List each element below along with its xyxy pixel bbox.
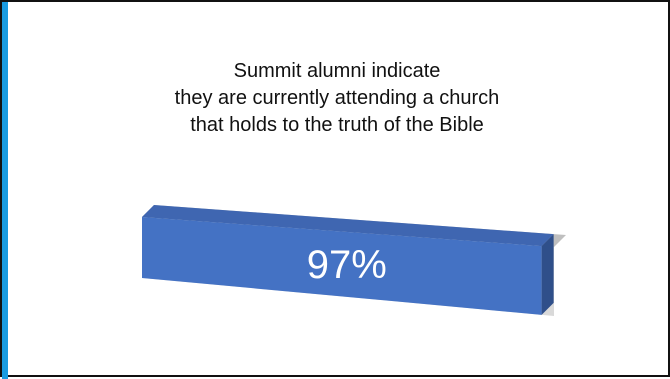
bar-end-face: [541, 234, 554, 315]
slide-accent-bar: [2, 2, 8, 379]
title-line-2: they are currently attending a church: [174, 87, 500, 109]
bar-data-label: 97%: [307, 243, 387, 287]
bar-top-face: [142, 205, 554, 247]
title-line-1: Summit alumni indicate: [233, 60, 441, 82]
slide-title: Summit alumni indicate they are currentl…: [82, 58, 592, 139]
bar-front-face: [142, 217, 542, 315]
title-line-3: that holds to the truth of the Bible: [190, 114, 484, 136]
